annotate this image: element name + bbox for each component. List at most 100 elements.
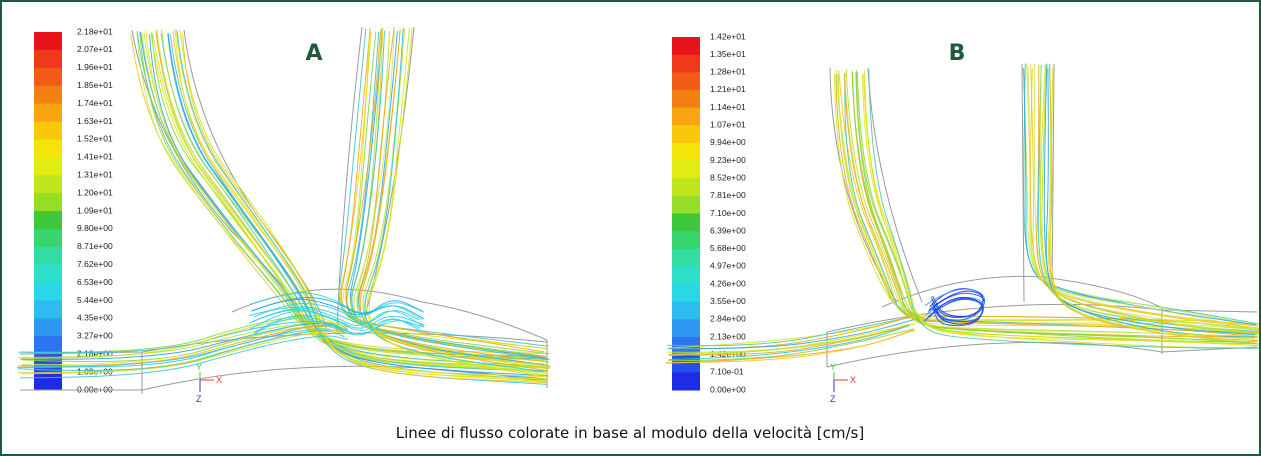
colorbar-label: 8.52e+00 (710, 172, 746, 182)
streamline (21, 331, 346, 375)
streamline (368, 27, 545, 376)
colorbar-swatch (672, 178, 700, 197)
streamline (668, 324, 910, 356)
pipe-outline (131, 29, 313, 333)
colorbar-label: 9.23e+00 (710, 155, 746, 165)
streamline (665, 329, 916, 364)
streamline (855, 70, 1259, 345)
streamline (356, 30, 545, 368)
colorbar-label: 1.14e+01 (710, 102, 746, 112)
colorbar-label: 2.18e+00 (77, 348, 113, 358)
streamline (1023, 68, 1256, 326)
pipe-outline (867, 67, 923, 303)
colorbar-label: 2.84e+00 (710, 314, 746, 324)
colorbar-label: 1.35e+01 (710, 49, 746, 59)
colorbar-label: 1.41e+01 (77, 152, 113, 162)
streamline (130, 34, 549, 354)
streamline (1030, 64, 1259, 329)
streamline (357, 27, 549, 363)
colorbar-label: 4.26e+00 (710, 278, 746, 288)
streamline (1039, 64, 1259, 334)
streamline (667, 328, 915, 362)
streamline (17, 325, 347, 367)
axis-label: Y (830, 362, 836, 372)
colorbar-label: 6.53e+00 (77, 277, 113, 287)
colorbar-swatch (672, 284, 700, 303)
streamline (342, 31, 547, 349)
streamline (18, 330, 345, 371)
streamline (1023, 63, 1258, 325)
colorbar-swatch (34, 121, 62, 140)
caption: Linee di flusso colorate in base al modu… (396, 424, 864, 442)
colorbar-swatch (34, 211, 62, 230)
axis-label: Z (830, 394, 836, 404)
streamline (251, 307, 424, 327)
streamline (169, 34, 547, 381)
colorbar-label: 2.18e+01 (77, 26, 113, 36)
axis-label: X (850, 375, 856, 385)
colorbar-swatch (34, 372, 62, 391)
streamline (1047, 63, 1259, 337)
streamline (923, 298, 984, 327)
streamline (156, 29, 546, 372)
streamline (668, 324, 910, 356)
colorbar-swatch (672, 354, 700, 373)
colorbar-swatch (34, 139, 62, 158)
colorbar-label: 1.31e+01 (77, 169, 113, 179)
streamline (249, 292, 425, 314)
streamline (1027, 65, 1256, 327)
streamline (359, 29, 547, 372)
streamline (1026, 62, 1259, 330)
colorbar-label: 7.62e+00 (77, 259, 113, 269)
streamline (21, 315, 348, 353)
streamline (353, 31, 548, 366)
streamline (1045, 68, 1256, 338)
colorbar-swatch (34, 49, 62, 69)
streamline (668, 325, 910, 360)
colorbar-label: 1.85e+01 (77, 80, 113, 90)
colorbar-swatch (34, 157, 62, 176)
streamline (20, 322, 347, 360)
streamline (351, 28, 545, 361)
colorbar-label: 1.42e+00 (710, 349, 746, 359)
streamline (666, 323, 915, 353)
colorbar-label: 1.28e+01 (710, 67, 746, 77)
streamline (152, 34, 550, 369)
streamline (339, 31, 547, 350)
colorbar-swatch (34, 32, 62, 51)
pipe-outline (1021, 63, 1025, 303)
colorbar-label: 7.10e+00 (710, 208, 746, 218)
streamline (851, 72, 1255, 343)
streamline (863, 73, 1258, 347)
colorbar-swatch (34, 67, 62, 87)
colorbar-swatch (34, 85, 62, 105)
axis-label: Z (196, 394, 202, 404)
colorbar-label: 9.94e+00 (710, 137, 746, 147)
colorbar-label: 5.68e+00 (710, 243, 746, 253)
colorbar-swatch (672, 89, 700, 109)
panel-label: B (949, 41, 966, 66)
streamline (20, 335, 349, 379)
pipe-outline (826, 303, 1258, 333)
colorbar-swatch (672, 231, 700, 250)
colorbar-label: 1.21e+01 (710, 84, 746, 94)
streamline (149, 34, 545, 367)
colorbar-swatch (672, 107, 700, 126)
streamline (174, 28, 545, 382)
streamline (927, 297, 983, 323)
pipe-outline (1051, 63, 1055, 293)
colorbar-swatch (34, 336, 62, 355)
colorbar-swatch (672, 54, 700, 73)
colorbar-swatch (34, 318, 62, 337)
colorbar-swatch (672, 319, 700, 338)
colorbar-swatch (672, 266, 700, 285)
streamline (253, 302, 423, 321)
panel-label: A (305, 41, 322, 66)
streamline (366, 27, 548, 378)
streamline (364, 28, 545, 373)
pipe-outline (336, 26, 363, 333)
colorbar-swatch (672, 72, 700, 91)
colorbar-label: 1.63e+01 (77, 116, 113, 126)
colorbar-label: 6.39e+00 (710, 225, 746, 235)
